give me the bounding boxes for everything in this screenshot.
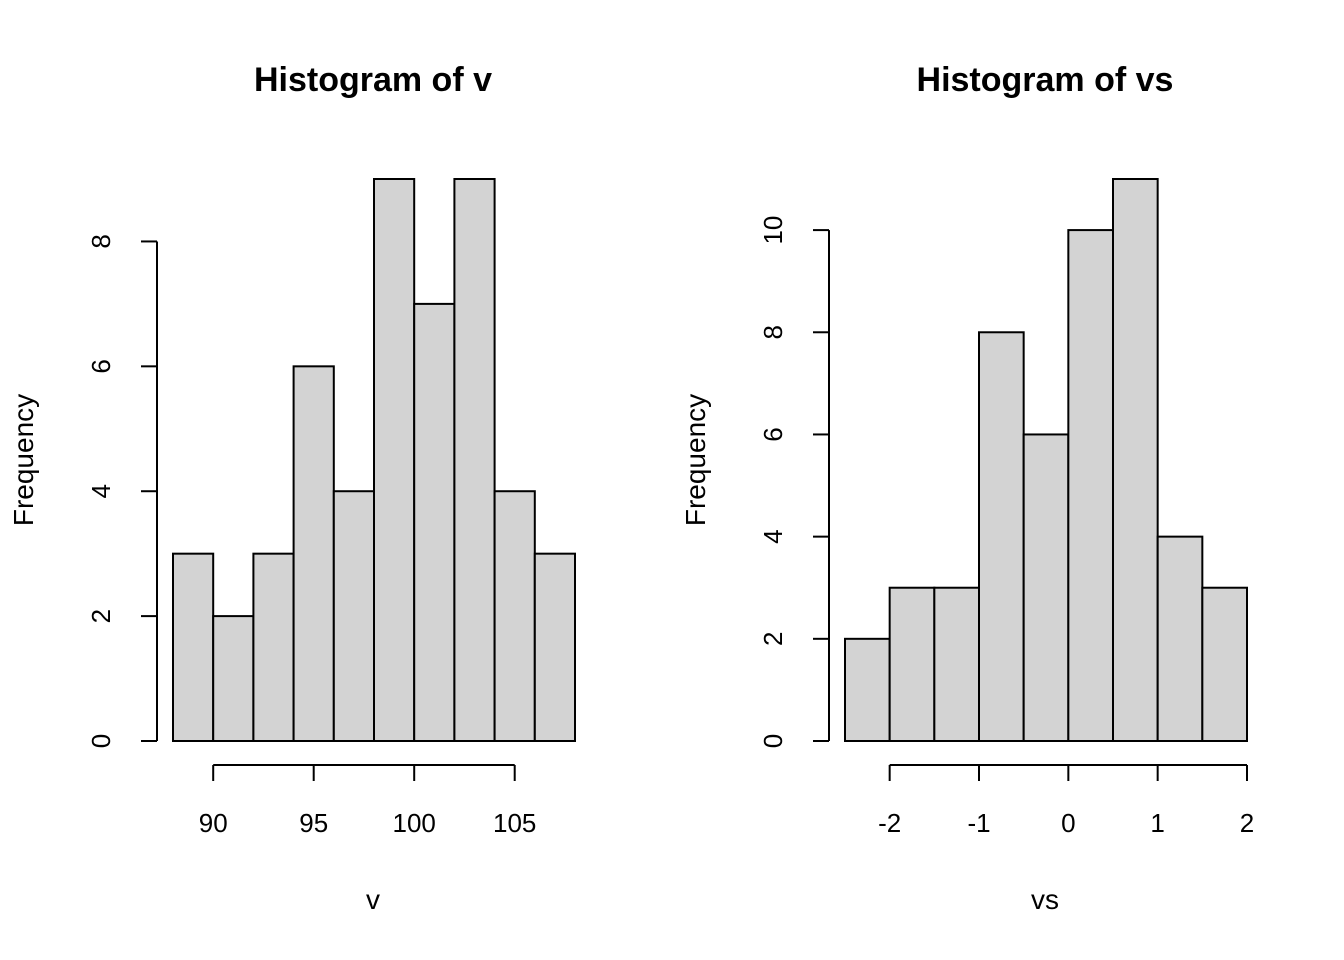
histogram-bar <box>933 586 980 743</box>
histogram-bar <box>172 552 215 743</box>
y-tick-label: 0 <box>86 734 116 748</box>
x-tick-label: 105 <box>493 808 536 838</box>
histogram-v-panel: Histogram of v v Frequency 0 2 4 6 8 90 95 100 1… <box>8 61 576 915</box>
y-tick-label: 4 <box>758 529 788 543</box>
x-tick-label: 95 <box>299 808 328 838</box>
histogram-bar <box>1156 535 1204 742</box>
x-tick-label: 0 <box>1061 808 1075 838</box>
y-axis-label: Frequency <box>8 394 39 526</box>
histogram-bar <box>978 331 1025 742</box>
y-tick-label: 10 <box>758 216 788 245</box>
x-tick-label: 90 <box>199 808 228 838</box>
y-tick-label: 0 <box>758 734 788 748</box>
x-axis-label: v <box>366 884 380 915</box>
histogram-bar <box>844 637 891 742</box>
chart-title: Histogram of v <box>254 61 492 99</box>
y-tick-label: 6 <box>86 359 116 373</box>
y-tick-label: 8 <box>758 325 788 339</box>
x-axis-label: vs <box>1031 884 1059 915</box>
histogram-bar <box>252 552 295 743</box>
x-tick-label: 2 <box>1240 808 1254 838</box>
histogram-bar <box>292 365 335 742</box>
histogram-bar <box>1201 586 1249 743</box>
y-tick-label: 4 <box>86 484 116 498</box>
histogram-bar <box>1022 433 1070 742</box>
histogram-bar <box>212 615 255 742</box>
y-tick-label: 6 <box>758 427 788 441</box>
y-tick-label: 2 <box>758 632 788 646</box>
histogram-bar <box>493 490 536 742</box>
histogram-bar <box>453 178 496 742</box>
histogram-bar <box>1067 229 1115 742</box>
histogram-bar <box>332 490 375 742</box>
histogram-bar <box>1112 178 1159 742</box>
histogram-bar <box>888 586 936 743</box>
histogram-bar <box>373 178 416 742</box>
x-tick-label: -1 <box>967 808 990 838</box>
y-tick-label: 8 <box>86 234 116 248</box>
x-tick-label: 1 <box>1150 808 1164 838</box>
x-tick-label: -2 <box>878 808 901 838</box>
histogram-bar <box>413 302 456 742</box>
y-axis-label: Frequency <box>680 394 711 526</box>
chart-title: Histogram of vs <box>917 61 1174 99</box>
x-tick-label: 100 <box>393 808 436 838</box>
histogram-bar <box>533 552 576 743</box>
y-tick-label: 2 <box>86 609 116 623</box>
